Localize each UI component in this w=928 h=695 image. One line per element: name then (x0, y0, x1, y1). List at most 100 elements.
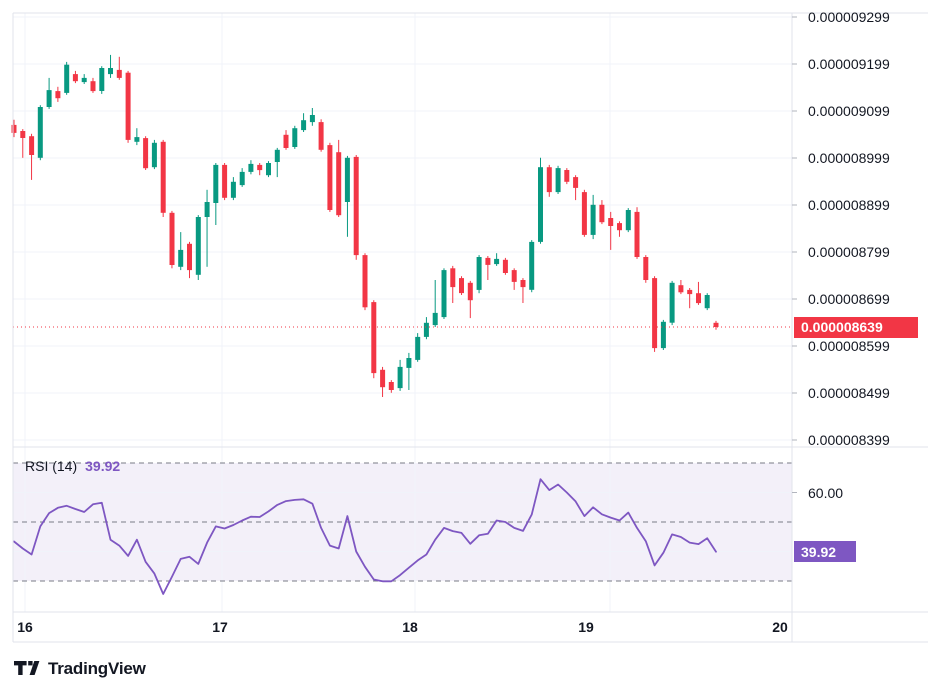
candle (467, 280, 473, 319)
candle (450, 265, 456, 303)
candle (353, 155, 359, 260)
candle (590, 194, 596, 240)
candle (195, 215, 201, 280)
candle (248, 160, 254, 175)
rsi-axis-label: 60.00 (808, 484, 844, 501)
candle (397, 359, 403, 391)
candle (99, 66, 105, 94)
candle (362, 253, 368, 311)
candle (81, 74, 87, 84)
candle (160, 139, 166, 217)
candle (143, 136, 149, 170)
candle (327, 142, 333, 212)
candle (520, 278, 526, 303)
tradingview-logo-text: TradingView (48, 659, 146, 678)
candle (713, 320, 719, 330)
candle (696, 281, 701, 305)
candle (660, 319, 666, 350)
candle (309, 108, 315, 126)
candle (502, 257, 508, 275)
candle (20, 129, 26, 158)
candle (459, 276, 464, 295)
candle (11, 119, 17, 138)
candle (529, 240, 535, 293)
candle (573, 175, 579, 201)
time-axis-label: 16 (17, 619, 33, 635)
candle (204, 189, 210, 267)
candle (239, 168, 245, 187)
candle (301, 113, 307, 132)
candle (151, 139, 157, 170)
candle (116, 56, 122, 80)
candle (669, 280, 675, 326)
candle (406, 352, 412, 390)
candle (634, 207, 640, 259)
time-axis-label: 19 (578, 619, 594, 635)
candle (432, 280, 438, 327)
price-axis-label: 0.000008999 (808, 149, 890, 166)
time-axis-label: 18 (402, 619, 418, 635)
candle (318, 119, 324, 152)
candle (90, 77, 96, 93)
price-axis-label: 0.000009299 (808, 8, 890, 25)
candle (187, 241, 192, 279)
candle (485, 256, 491, 280)
candle (266, 161, 271, 178)
candle (125, 70, 131, 143)
last-price-badge: 0.000008639 (794, 316, 918, 338)
time-axis-label: 17 (212, 619, 228, 635)
candle (415, 333, 421, 362)
candle (555, 165, 561, 194)
candle (380, 366, 386, 397)
price-axis-label: 0.000008499 (808, 384, 890, 401)
candle (46, 77, 52, 109)
rsi-indicator-label: RSI (14) (25, 458, 78, 474)
price-axis-label: 0.000008799 (808, 243, 890, 260)
candle (704, 293, 710, 311)
candle (599, 200, 605, 225)
candle (643, 255, 649, 283)
candle (511, 268, 517, 290)
candle (344, 155, 350, 237)
candle (652, 276, 658, 352)
candle (441, 268, 447, 319)
candle (37, 105, 43, 161)
candle (222, 163, 228, 201)
price-axis-label: 0.000008399 (808, 431, 890, 448)
candle (134, 128, 140, 146)
candle (388, 380, 394, 393)
rsi-line (13, 478, 717, 595)
candle (230, 177, 236, 201)
candle (55, 86, 61, 102)
candle (292, 125, 298, 149)
price-axis-label: 0.000009099 (808, 102, 890, 119)
price-axis-label: 0.000009199 (808, 55, 890, 72)
candle (274, 147, 280, 178)
candle (213, 163, 219, 225)
candle (423, 317, 429, 340)
price-axis-label: 0.000008899 (808, 196, 890, 213)
rsi-badge-text: 39.92 (801, 543, 837, 560)
candle (494, 253, 500, 266)
candle (169, 210, 175, 269)
candle (64, 61, 70, 95)
rsi-indicator-header[interactable]: RSI (14) 39.92 (25, 459, 120, 473)
tradingview-logo[interactable]: TradingView (14, 660, 146, 677)
tradingview-logo-icon (14, 661, 40, 675)
price-axis-label: 0.000008699 (808, 290, 890, 307)
candle (678, 280, 684, 295)
candle (608, 211, 614, 250)
candle (336, 139, 342, 217)
candle (108, 54, 113, 78)
candle (283, 130, 289, 150)
candle (72, 70, 78, 84)
candle (538, 157, 543, 244)
price-axis-label: 0.000008599 (808, 337, 890, 354)
last-price-badge-text: 0.000008639 (801, 319, 883, 335)
candle (687, 288, 693, 309)
candle (617, 221, 622, 237)
time-axis-label: 20 (772, 619, 788, 635)
candle (29, 133, 35, 180)
